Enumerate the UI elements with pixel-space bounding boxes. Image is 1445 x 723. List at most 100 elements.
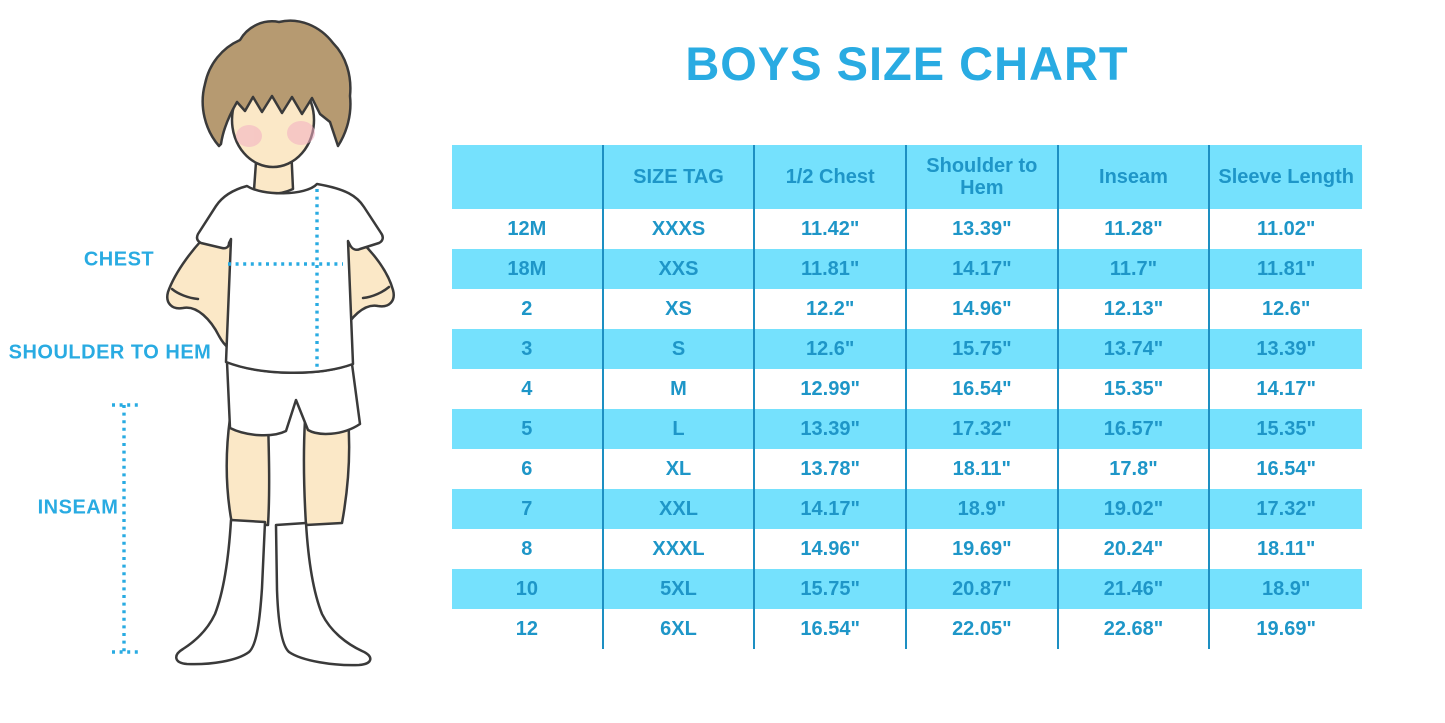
value-cell: 19.69" xyxy=(907,529,1059,569)
size-cell: 8 xyxy=(452,529,604,569)
value-cell: 13.39" xyxy=(1256,337,1316,360)
value-cell: 5XL xyxy=(604,569,756,609)
column-header: Shoulder to Hem xyxy=(907,145,1059,209)
boy-right-sock xyxy=(274,521,372,667)
table-row: 10 5XL 15.75" 20.87" 21.46" 18.9" xyxy=(452,569,1362,609)
value-cell: 13.74" xyxy=(1059,329,1211,369)
value-cell: XXS xyxy=(604,249,756,289)
value-cell: 15.35" xyxy=(1256,417,1316,440)
value-cell: 21.46" xyxy=(1059,569,1211,609)
inseam-label: INSEAM xyxy=(37,496,119,519)
value-cell: XL xyxy=(604,449,756,489)
size-cell: 12 xyxy=(452,609,604,649)
shoulder-to-hem-label: SHOULDER TO HEM xyxy=(8,341,212,364)
value-cell: 14.96" xyxy=(755,529,907,569)
value-cell: S xyxy=(604,329,756,369)
size-cell: 18M xyxy=(452,249,604,289)
value-cell: 14.17" xyxy=(907,249,1059,289)
page-title: BOYS SIZE CHART xyxy=(685,37,1129,90)
value-cell: 15.75" xyxy=(907,329,1059,369)
table-row: 12 6XL 16.54" 22.05" 22.68" 19.69" xyxy=(452,609,1362,649)
value-cell: 14.17" xyxy=(755,489,907,529)
table-row: 7 XXL 14.17" 18.9" 19.02" 17.32" xyxy=(452,489,1362,529)
size-cell: 4 xyxy=(452,369,604,409)
value-cell: 22.68" xyxy=(1059,609,1211,649)
value-cell: 12.6" xyxy=(755,329,907,369)
boy-left-elbow-crease xyxy=(170,287,200,301)
value-cell: 16.54" xyxy=(907,369,1059,409)
table-row: 18M XXS 11.81" 14.17" 11.7" 11.81" xyxy=(452,249,1362,289)
value-cell: 11.02" xyxy=(1256,217,1316,240)
column-header: SIZE TAG xyxy=(604,145,756,209)
value-cell: 17.8" xyxy=(1059,449,1211,489)
size-cell: 5 xyxy=(452,409,604,449)
boy-shirt xyxy=(195,182,384,374)
boy-figure-svg xyxy=(112,19,395,667)
table-row: 12M XXXS 11.42" 13.39" 11.28" 11.02" xyxy=(452,209,1362,249)
value-cell: 12.6" xyxy=(1261,297,1311,320)
value-cell: XS xyxy=(604,289,756,329)
value-cell: 14.17" xyxy=(1256,377,1316,400)
table-row: 2 XS 12.2" 14.96" 12.13" 12.6" xyxy=(452,289,1362,329)
value-cell: 15.75" xyxy=(755,569,907,609)
value-cell: 18.11" xyxy=(1256,537,1316,560)
column-header: 1/2 Chest xyxy=(755,145,907,209)
value-cell: 18.9" xyxy=(1261,577,1311,600)
size-cell: 6 xyxy=(452,449,604,489)
size-cell: 10 xyxy=(452,569,604,609)
value-cell: 19.69" xyxy=(1256,617,1316,640)
size-cell: 2 xyxy=(452,289,604,329)
value-cell: 15.35" xyxy=(1059,369,1211,409)
value-cell: 12.2" xyxy=(755,289,907,329)
column-header: Sleeve Length xyxy=(1218,165,1354,188)
value-cell: 16.54" xyxy=(755,609,907,649)
value-cell: 13.39" xyxy=(907,209,1059,249)
table-row: 8 XXXL 14.96" 19.69" 20.24" 18.11" xyxy=(452,529,1362,569)
size-cell: 7 xyxy=(452,489,604,529)
header-row: SIZE TAG 1/2 Chest Shoulder to Hem Inseam Sl… xyxy=(452,145,1362,209)
value-cell: 19.02" xyxy=(1059,489,1211,529)
value-cell: M xyxy=(604,369,756,409)
value-cell: 11.42" xyxy=(755,209,907,249)
value-cell: 14.96" xyxy=(907,289,1059,329)
boy-left-sock xyxy=(175,518,267,666)
boy-right-leg xyxy=(302,416,351,527)
table-row: 6 XL 13.78" 18.11" 17.8" 16.54" xyxy=(452,449,1362,489)
value-cell: 11.81" xyxy=(1256,257,1316,280)
value-cell: 17.32" xyxy=(1256,497,1316,520)
value-cell: 18.9" xyxy=(907,489,1059,529)
column-header xyxy=(452,145,604,209)
table-row: 3 S 12.6" 15.75" 13.74" 13.39" xyxy=(452,329,1362,369)
value-cell: 17.32" xyxy=(907,409,1059,449)
value-cell: XXXS xyxy=(604,209,756,249)
value-cell: 13.39" xyxy=(755,409,907,449)
size-cell: 3 xyxy=(452,329,604,369)
boy-left-leg xyxy=(225,416,271,527)
size-cell: 12M xyxy=(452,209,604,249)
value-cell: 11.81" xyxy=(755,249,907,289)
column-header: Inseam xyxy=(1059,145,1211,209)
value-cell: L xyxy=(604,409,756,449)
table-row: 4 M 12.99" 16.54" 15.35" 14.17" xyxy=(452,369,1362,409)
boy-hair xyxy=(201,19,352,148)
value-cell: 20.24" xyxy=(1059,529,1211,569)
boy-right-elbow-crease xyxy=(361,285,391,300)
value-cell: 12.99" xyxy=(755,369,907,409)
value-cell: 22.05" xyxy=(907,609,1059,649)
value-cell: 11.7" xyxy=(1059,249,1211,289)
size-table: SIZE TAG 1/2 Chest Shoulder to Hem Inseam Sl… xyxy=(452,145,1362,649)
blush-right xyxy=(287,121,315,145)
value-cell: 12.13" xyxy=(1059,289,1211,329)
value-cell: 6XL xyxy=(604,609,756,649)
value-cell: 16.57" xyxy=(1059,409,1211,449)
chest-label: CHEST xyxy=(83,248,155,271)
value-cell: 16.54" xyxy=(1256,457,1316,480)
value-cell: 13.78" xyxy=(755,449,907,489)
value-cell: XXL xyxy=(604,489,756,529)
boy-illustration: CHEST SHOULDER TO HEM INSEAM xyxy=(0,0,460,723)
blush-left xyxy=(236,125,262,147)
value-cell: 11.28" xyxy=(1059,209,1211,249)
value-cell: 20.87" xyxy=(907,569,1059,609)
value-cell: 18.11" xyxy=(907,449,1059,489)
